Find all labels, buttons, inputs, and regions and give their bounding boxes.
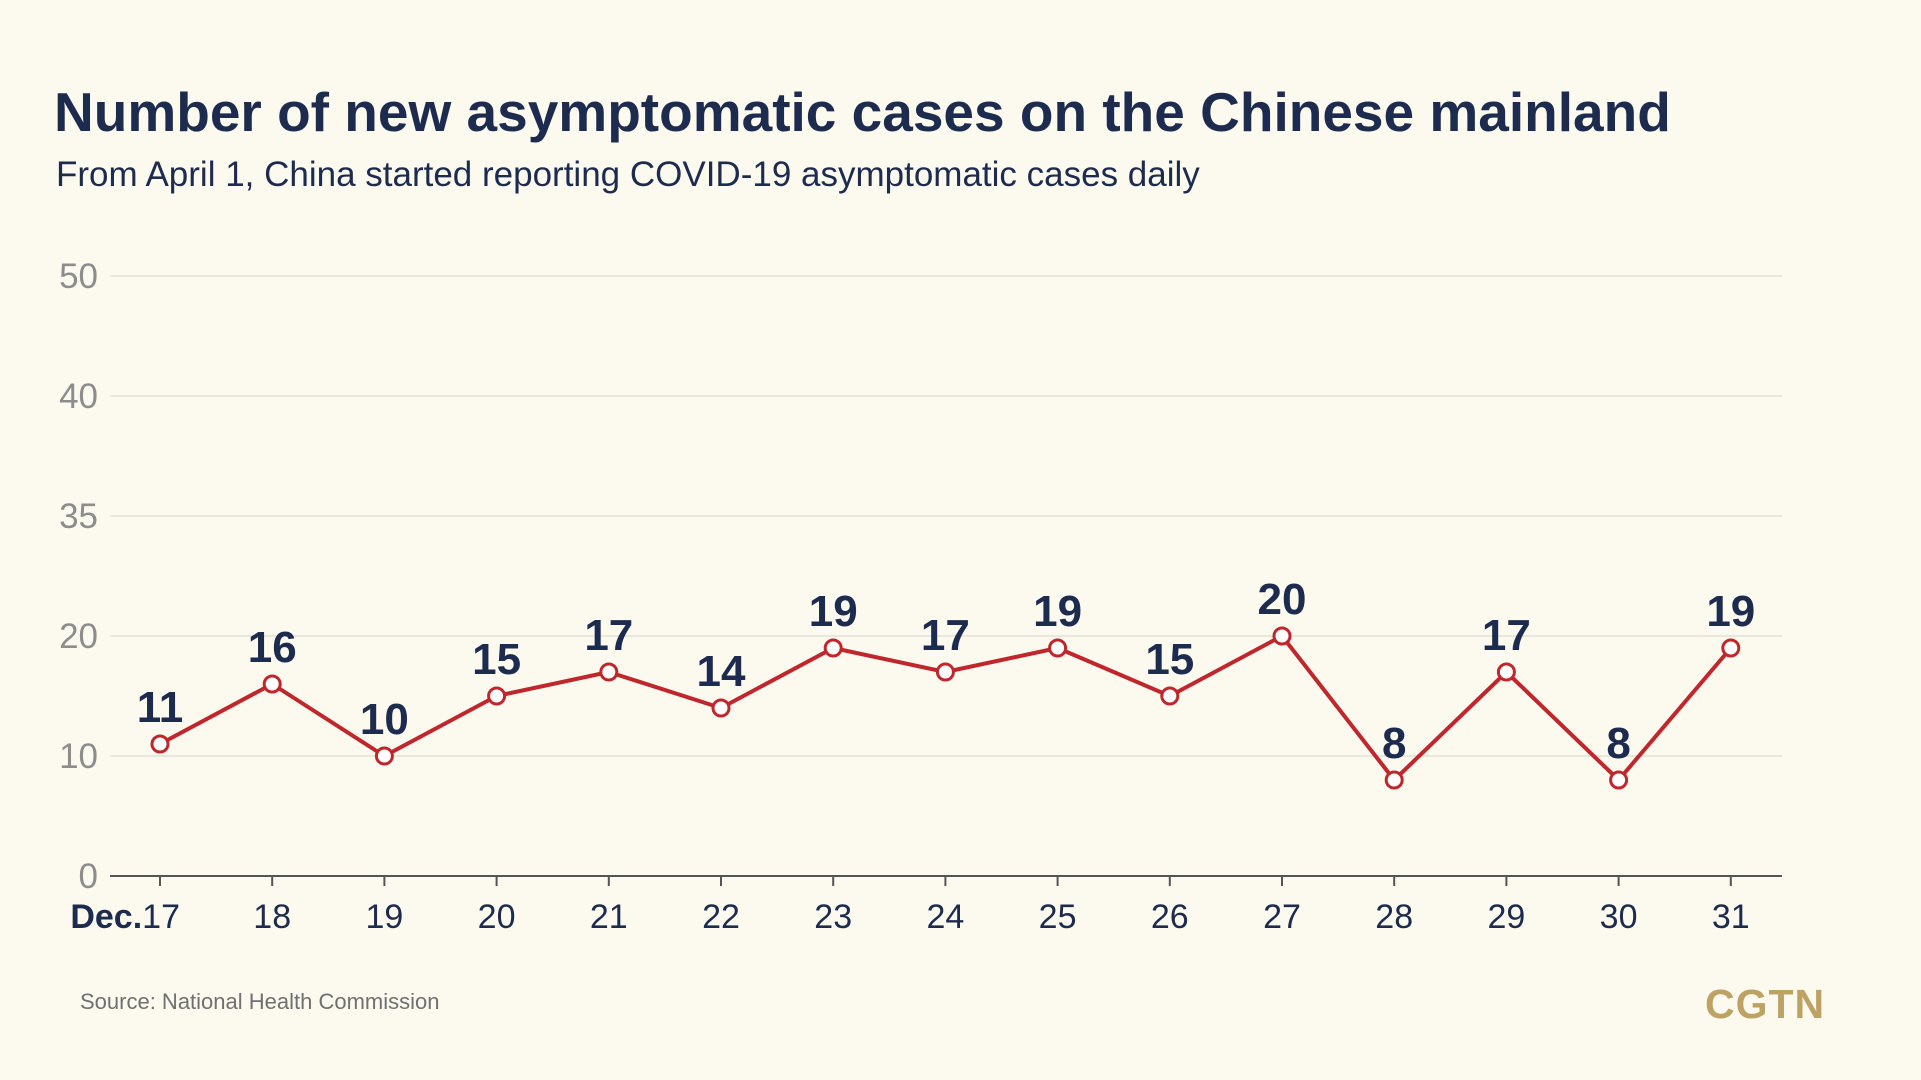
y-tick-label: 35 (59, 497, 98, 536)
x-tick-label: Dec.17 (70, 898, 180, 936)
data-label: 19 (1033, 587, 1082, 636)
data-label: 8 (1382, 719, 1406, 768)
data-point (262, 674, 282, 694)
gridlines (110, 275, 1782, 757)
cgtn-logo: CGTN (1705, 981, 1826, 1027)
x-tick-label: 20 (478, 898, 516, 936)
data-label: 17 (921, 611, 970, 660)
data-points (150, 626, 1741, 790)
data-point (150, 734, 170, 754)
data-point (487, 686, 507, 706)
data-label: 19 (1706, 587, 1755, 636)
data-label: 8 (1606, 719, 1630, 768)
x-tick-label: 23 (814, 898, 852, 936)
data-label: 15 (472, 635, 521, 684)
x-tick-label: 19 (365, 898, 403, 936)
x-tick-label: 30 (1600, 898, 1638, 936)
data-point (1721, 638, 1741, 658)
data-point (374, 746, 394, 766)
data-label: 14 (697, 647, 746, 696)
data-label: 20 (1258, 575, 1307, 624)
x-tick-label: 21 (590, 898, 628, 936)
y-tick-label: 10 (59, 737, 98, 776)
x-tick-label: 28 (1375, 898, 1413, 936)
data-point (711, 698, 731, 718)
y-tick-label: 50 (59, 257, 98, 296)
x-tick-label: 25 (1039, 898, 1077, 936)
data-point (599, 662, 619, 682)
x-tick-label: 27 (1263, 898, 1301, 936)
data-point (823, 638, 843, 658)
x-tick-label: 26 (1151, 898, 1189, 936)
source-note: Source: National Health Commission (80, 989, 440, 1014)
chart-title: Number of new asymptomatic cases on the … (54, 81, 1671, 143)
x-tick-label: 29 (1487, 898, 1525, 936)
data-label: 16 (248, 623, 297, 672)
x-tick-label: 18 (253, 898, 291, 936)
y-tick-label: 40 (59, 377, 98, 416)
data-point (1048, 638, 1068, 658)
data-point (1609, 770, 1629, 790)
x-axis-tick-marks (159, 876, 1732, 886)
data-label: 11 (137, 683, 184, 732)
data-labels: 11 16 10 15 17 14 19 17 19 15 20 8 17 8 19 (137, 575, 1756, 768)
y-tick-label: 20 (59, 617, 98, 656)
x-tick-label: 24 (926, 898, 964, 936)
data-label: 17 (584, 611, 633, 660)
data-label: 15 (1145, 635, 1194, 684)
data-point (1272, 626, 1292, 646)
data-point (935, 662, 955, 682)
y-axis-ticks: 0 10 20 35 40 50 (59, 257, 98, 896)
x-tick-label: 31 (1712, 898, 1750, 936)
y-tick-label: 0 (79, 857, 98, 896)
x-axis-tick-labels: Dec.17 18 19 20 21 22 23 24 25 26 27 28 29 30 31 (70, 898, 1749, 936)
data-label: 17 (1482, 611, 1531, 660)
x-tick-label: 22 (702, 898, 740, 936)
data-label: 10 (360, 695, 409, 744)
data-point (1384, 770, 1404, 790)
data-point (1496, 662, 1516, 682)
chart-subtitle: From April 1, China started reporting CO… (56, 155, 1200, 194)
data-point (1160, 686, 1180, 706)
data-label: 19 (809, 587, 858, 636)
